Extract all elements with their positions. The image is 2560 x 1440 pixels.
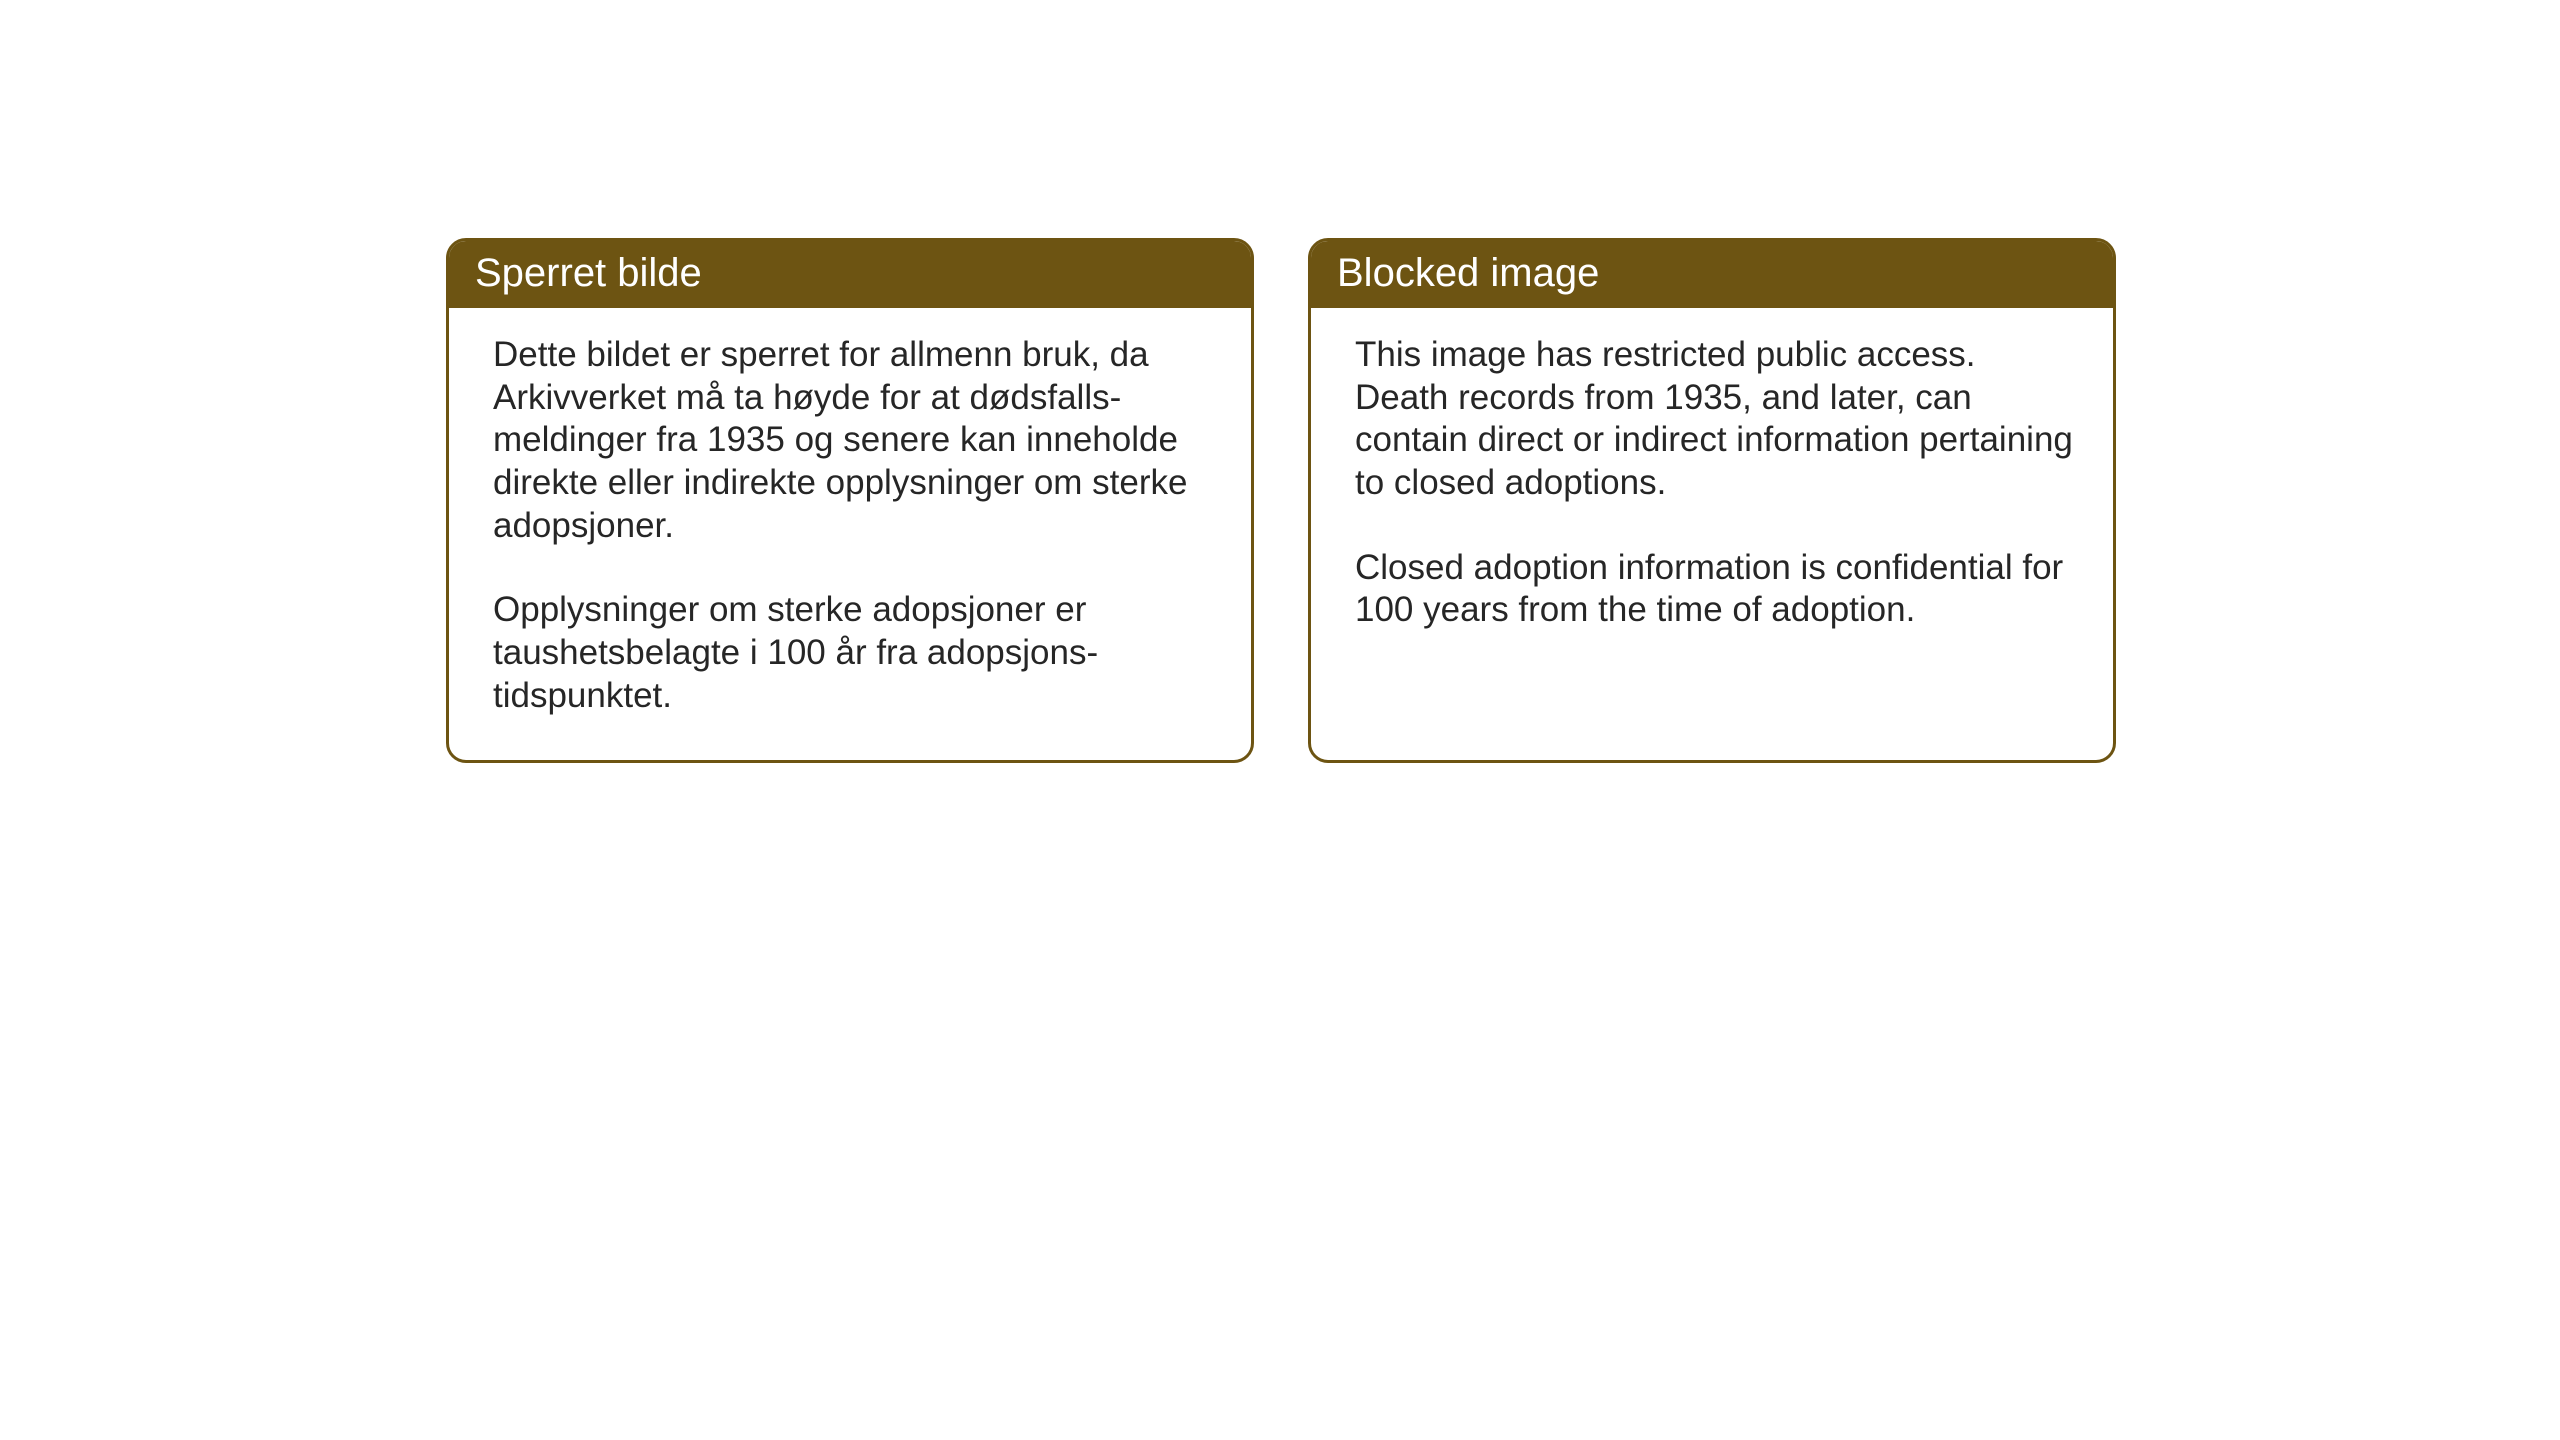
notice-header-english: Blocked image xyxy=(1311,241,2113,308)
notice-body-english: This image has restricted public access.… xyxy=(1311,308,2113,674)
notice-paragraph-2-english: Closed adoption information is confident… xyxy=(1355,547,2077,632)
notice-paragraph-2-norwegian: Opplysninger om sterke adopsjoner er tau… xyxy=(493,589,1215,717)
notice-container: Sperret bilde Dette bildet er sperret fo… xyxy=(446,238,2116,763)
notice-paragraph-1-english: This image has restricted public access.… xyxy=(1355,334,2077,505)
notice-body-norwegian: Dette bildet er sperret for allmenn bruk… xyxy=(449,308,1251,760)
notice-box-english: Blocked image This image has restricted … xyxy=(1308,238,2116,763)
notice-box-norwegian: Sperret bilde Dette bildet er sperret fo… xyxy=(446,238,1254,763)
notice-header-norwegian: Sperret bilde xyxy=(449,241,1251,308)
notice-paragraph-1-norwegian: Dette bildet er sperret for allmenn bruk… xyxy=(493,334,1215,547)
